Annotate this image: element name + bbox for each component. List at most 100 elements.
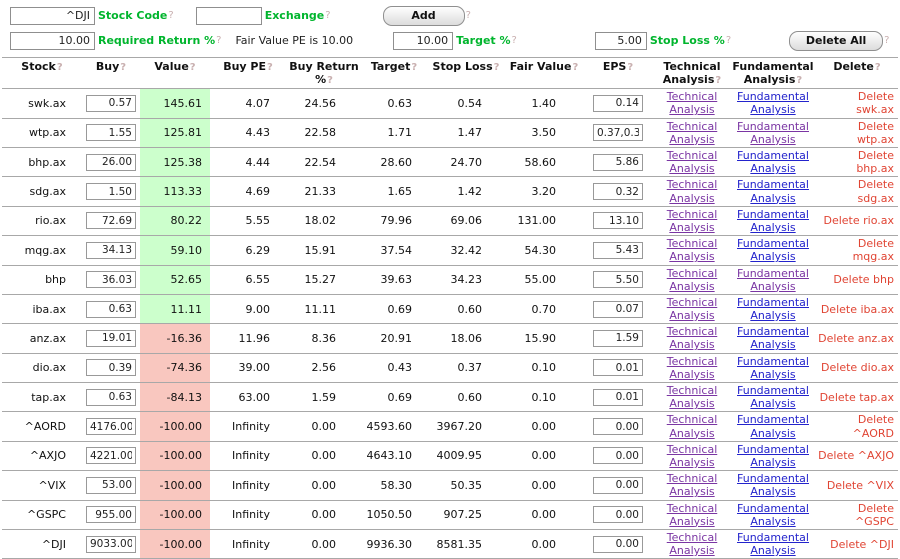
buy-price-input[interactable] xyxy=(86,476,136,494)
fundamental-analysis-link[interactable]: Fundamental Analysis xyxy=(737,119,809,146)
stop-loss-percent-input[interactable] xyxy=(594,31,647,50)
fundamental-analysis-link[interactable]: Fundamental Analysis xyxy=(737,207,809,234)
add-help-icon[interactable]: ? xyxy=(465,10,471,21)
eps-input[interactable] xyxy=(593,418,643,436)
delete-stock-link[interactable]: Delete ^AORD xyxy=(852,413,894,440)
fundamental-analysis-link[interactable]: Fundamental Analysis xyxy=(737,472,809,499)
technical-analysis-link[interactable]: Technical Analysis xyxy=(666,413,718,440)
delete-stock-link[interactable]: Delete iba.ax xyxy=(820,302,894,316)
delete-stock-link[interactable]: Delete dio.ax xyxy=(821,361,894,375)
delete-stock-link[interactable]: Delete swk.ax xyxy=(856,90,894,117)
header-help-icon[interactable]: ? xyxy=(627,62,634,73)
eps-input[interactable] xyxy=(593,447,643,465)
buy-price-input[interactable] xyxy=(86,300,136,318)
delete-stock-link[interactable]: Delete ^VIX xyxy=(826,478,894,492)
delete-stock-link[interactable]: Delete ^GSPC xyxy=(854,501,894,528)
required-return-help-icon[interactable]: ? xyxy=(216,35,222,46)
fundamental-analysis-link[interactable]: Fundamental Analysis xyxy=(737,295,809,323)
technical-analysis-link[interactable]: Technical Analysis xyxy=(666,295,718,323)
technical-analysis-link[interactable]: Technical Analysis xyxy=(666,207,718,234)
buy-price-input[interactable] xyxy=(86,153,136,171)
fundamental-analysis-link[interactable]: Fundamental Analysis xyxy=(737,266,809,293)
buy-price-input[interactable] xyxy=(86,212,136,230)
buy-price-input[interactable] xyxy=(86,183,136,201)
fundamental-analysis-link[interactable]: Fundamental Analysis xyxy=(737,501,809,528)
technical-analysis-link[interactable]: Technical Analysis xyxy=(666,442,718,469)
buy-price-input[interactable] xyxy=(86,124,136,142)
buy-price-input[interactable] xyxy=(86,241,136,259)
fundamental-analysis-link[interactable]: Fundamental Analysis xyxy=(737,442,809,469)
header-help-icon[interactable]: ? xyxy=(189,62,196,73)
delete-stock-link[interactable]: Delete anz.ax xyxy=(818,331,894,345)
header-help-icon[interactable]: ? xyxy=(715,74,722,86)
buy-price-input[interactable] xyxy=(86,506,136,524)
header-help-icon[interactable]: ? xyxy=(266,62,273,73)
exchange-help-icon[interactable]: ? xyxy=(325,10,331,21)
technical-analysis-link[interactable]: Technical Analysis xyxy=(666,237,718,264)
buy-price-input[interactable] xyxy=(86,535,136,553)
buy-price-input[interactable] xyxy=(86,271,136,289)
technical-analysis-link[interactable]: Technical Analysis xyxy=(666,90,718,117)
header-help-icon[interactable]: ? xyxy=(874,62,881,73)
delete-all-button[interactable]: Delete All xyxy=(789,30,884,51)
eps-input[interactable] xyxy=(593,535,643,553)
fundamental-analysis-link[interactable]: Fundamental Analysis xyxy=(737,384,809,411)
buy-price-input[interactable] xyxy=(86,94,136,112)
header-help-icon[interactable]: ? xyxy=(56,62,63,73)
header-help-icon[interactable]: ? xyxy=(327,74,333,86)
header-help-icon[interactable]: ? xyxy=(572,62,579,73)
stock-code-input[interactable] xyxy=(10,6,95,25)
eps-input[interactable] xyxy=(593,153,643,171)
fundamental-analysis-link[interactable]: Fundamental Analysis xyxy=(737,178,809,205)
eps-input[interactable] xyxy=(593,183,643,201)
fundamental-analysis-link[interactable]: Fundamental Analysis xyxy=(737,237,809,264)
header-help-icon[interactable]: ? xyxy=(120,62,127,73)
fundamental-analysis-link[interactable]: Fundamental Analysis xyxy=(737,413,809,440)
delete-stock-link[interactable]: Delete mqg.ax xyxy=(852,237,894,264)
fundamental-analysis-link[interactable]: Fundamental Analysis xyxy=(737,354,809,381)
buy-price-input[interactable] xyxy=(86,359,136,377)
delete-all-help-icon[interactable]: ? xyxy=(884,35,890,46)
technical-analysis-link[interactable]: Technical Analysis xyxy=(666,472,718,499)
header-help-icon[interactable]: ? xyxy=(493,62,500,73)
target-percent-input[interactable] xyxy=(393,31,454,50)
technical-analysis-link[interactable]: Technical Analysis xyxy=(666,501,718,528)
buy-price-input[interactable] xyxy=(86,329,136,347)
add-button[interactable]: Add xyxy=(382,5,465,26)
technical-analysis-link[interactable]: Technical Analysis xyxy=(666,149,718,176)
fundamental-analysis-link[interactable]: Fundamental Analysis xyxy=(737,90,809,117)
header-help-icon[interactable]: ? xyxy=(796,74,803,86)
delete-stock-link[interactable]: Delete wtp.ax xyxy=(856,119,894,146)
eps-input[interactable] xyxy=(593,124,643,142)
buy-price-input[interactable] xyxy=(86,447,136,465)
delete-stock-link[interactable]: Delete sdg.ax xyxy=(857,178,894,205)
buy-price-input[interactable] xyxy=(86,418,136,436)
technical-analysis-link[interactable]: Technical Analysis xyxy=(666,325,718,352)
stop-loss-help-icon[interactable]: ? xyxy=(725,35,732,46)
eps-input[interactable] xyxy=(593,212,643,230)
delete-stock-link[interactable]: Delete ^DJI xyxy=(830,537,894,551)
delete-stock-link[interactable]: Delete bhp.ax xyxy=(856,149,894,176)
eps-input[interactable] xyxy=(593,359,643,377)
exchange-input[interactable] xyxy=(195,6,262,25)
delete-stock-link[interactable]: Delete ^AXJO xyxy=(818,449,894,463)
eps-input[interactable] xyxy=(593,476,643,494)
target-help-icon[interactable]: ? xyxy=(511,35,517,46)
eps-input[interactable] xyxy=(593,388,643,406)
required-return-input[interactable] xyxy=(10,31,95,50)
eps-input[interactable] xyxy=(593,94,643,112)
technical-analysis-link[interactable]: Technical Analysis xyxy=(666,530,718,558)
eps-input[interactable] xyxy=(593,271,643,289)
buy-price-input[interactable] xyxy=(86,388,136,406)
fundamental-analysis-link[interactable]: Fundamental Analysis xyxy=(737,149,809,176)
eps-input[interactable] xyxy=(593,329,643,347)
eps-input[interactable] xyxy=(593,241,643,259)
fundamental-analysis-link[interactable]: Fundamental Analysis xyxy=(737,530,809,558)
header-help-icon[interactable]: ? xyxy=(411,62,418,73)
fundamental-analysis-link[interactable]: Fundamental Analysis xyxy=(737,325,809,352)
stock-code-help-icon[interactable]: ? xyxy=(168,10,174,21)
delete-stock-link[interactable]: Delete rio.ax xyxy=(823,214,894,228)
eps-input[interactable] xyxy=(593,300,643,318)
technical-analysis-link[interactable]: Technical Analysis xyxy=(666,266,718,293)
technical-analysis-link[interactable]: Technical Analysis xyxy=(666,384,718,411)
